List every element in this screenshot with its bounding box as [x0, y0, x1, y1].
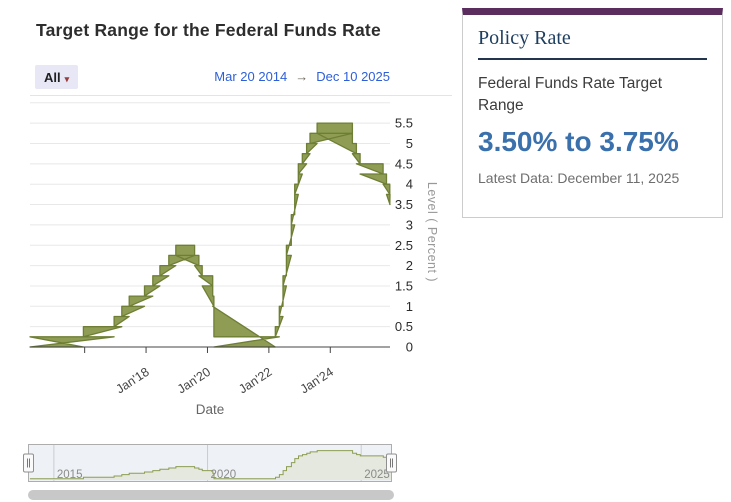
grip-icon — [390, 458, 393, 468]
nav-year-label: 2020 — [211, 469, 237, 481]
nav-area — [29, 450, 392, 480]
nav-year-label: 2025 — [364, 469, 390, 481]
y-tick-label: 5 — [406, 136, 413, 151]
y-tick-label: 4.5 — [395, 156, 413, 171]
y-tick-label: 3 — [406, 217, 413, 232]
navigator-left-handle[interactable] — [23, 453, 34, 473]
y-tick-label: 4 — [406, 177, 413, 192]
nav-year-label: 2015 — [57, 469, 83, 481]
x-axis-title: Date — [196, 402, 225, 417]
arrow-right-icon: → — [295, 69, 309, 84]
y-tick-label: 1.5 — [395, 278, 413, 293]
y-tick-label: 3.5 — [395, 197, 413, 212]
y-tick-label: 2.5 — [395, 238, 413, 253]
x-tick-label: Jan'18 — [113, 365, 151, 397]
chevron-down-icon: ▾ — [64, 73, 70, 84]
navigator-mini-chart: 2015 2020 2025 — [29, 445, 392, 481]
y-tick-label: 2 — [406, 258, 413, 273]
start-date-link[interactable]: Mar 20 2014 — [214, 69, 288, 84]
y-tick-label: 0.5 — [395, 319, 413, 334]
y-tick-label: 5.5 — [395, 116, 413, 131]
x-tick-label: Jan'20 — [175, 365, 213, 397]
x-tick-label: Jan'24 — [298, 365, 336, 397]
header-divider — [30, 95, 452, 96]
x-tick-label: Jan'22 — [236, 365, 274, 397]
target-range-band[interactable] — [29, 122, 391, 348]
policy-rate-panel: Policy Rate Federal Funds Rate Target Ra… — [462, 8, 723, 218]
main-chart[interactable]: Jan'18 Jan'20 Jan'22 Jan'24 0 0.5 1 1.5 2 2.5 3 3.5… — [0, 96, 452, 432]
policy-current-range: 3.50% to 3.75% — [478, 125, 679, 157]
y-tick-label: 0 — [406, 340, 413, 355]
end-date-link[interactable]: Dec 10 2025 — [316, 69, 390, 84]
horizontal-scrollbar[interactable] — [28, 490, 394, 500]
y-axis-title: Level ( Percent ) — [425, 182, 439, 282]
policy-series-name: Federal Funds Rate Target Range — [478, 75, 663, 115]
range-navigator[interactable]: 2015 2020 2025 — [23, 444, 397, 482]
policy-panel-heading: Policy Rate — [478, 27, 707, 60]
y-tick-label: 1 — [406, 299, 413, 314]
policy-latest-data: Latest Data: December 11, 2025 — [478, 169, 680, 186]
range-selector-button[interactable]: All ▾ — [35, 65, 79, 89]
date-range: Mar 20 2014 → Dec 10 2025 — [214, 69, 390, 84]
range-selector-label: All — [44, 69, 61, 85]
nav-line — [29, 450, 391, 480]
grip-icon — [27, 458, 30, 468]
navigator-right-handle[interactable] — [386, 453, 397, 473]
page-title: Target Range for the Federal Funds Rate — [36, 20, 381, 40]
